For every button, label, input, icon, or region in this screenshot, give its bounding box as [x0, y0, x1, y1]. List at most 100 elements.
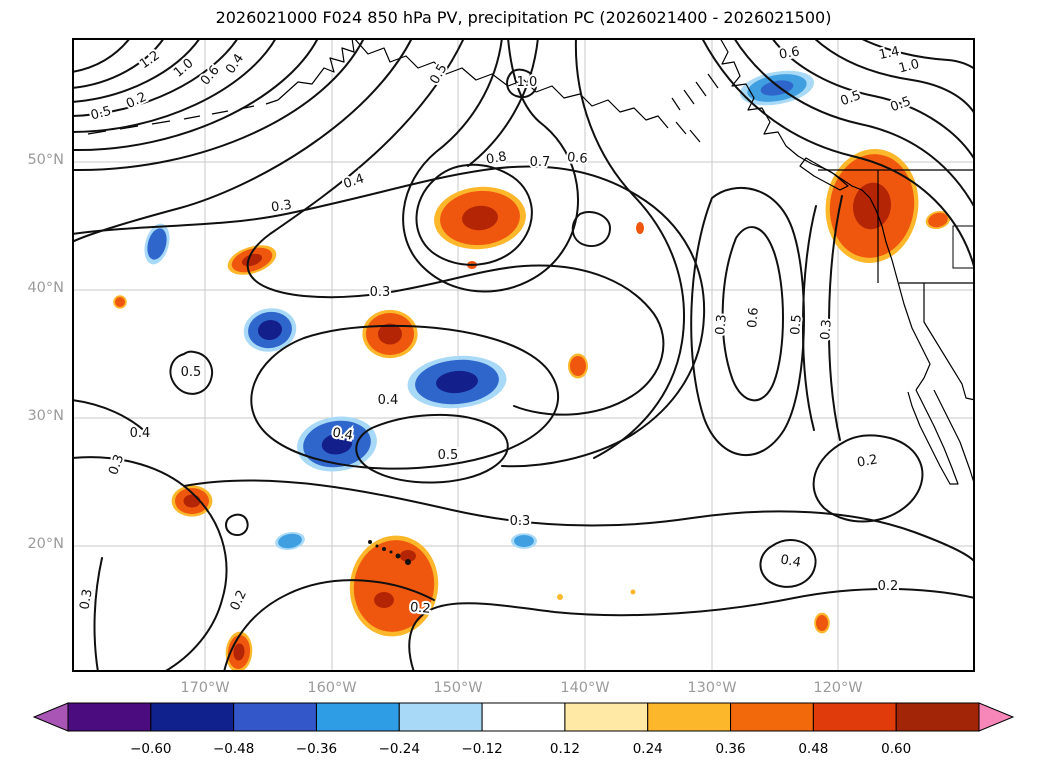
coastline — [719, 38, 813, 165]
contour-label: 0.3 — [77, 588, 95, 611]
colorbar-segment — [812, 702, 897, 732]
coastline — [811, 163, 931, 391]
contour-line — [721, 226, 784, 402]
contour-line — [771, 38, 975, 161]
colorbar-segment — [481, 702, 566, 732]
coastline — [151, 120, 171, 125]
contour-label: 0.6 — [745, 307, 762, 329]
shading-blob-orange — [570, 356, 586, 376]
coastline — [907, 389, 959, 485]
contour-label: 0.5 — [788, 314, 805, 336]
coastline — [689, 129, 701, 143]
coastline — [671, 97, 681, 111]
coastline — [183, 115, 201, 120]
contour-line — [183, 479, 975, 563]
contour-line — [225, 513, 249, 536]
contour-line — [574, 38, 685, 459]
map-plot: 1.2 1.0 0.6 0.40.50.20.30.40.5 1.00.8 0.7 0.60… — [72, 38, 975, 672]
contour-label: 0.6 — [778, 44, 801, 62]
contour-line — [223, 579, 435, 672]
contour-label: 0.3 — [818, 319, 835, 341]
contour-label: 0.5 — [438, 448, 459, 463]
colorbar-segment — [895, 702, 980, 732]
lon-tick-label: 160°W — [307, 680, 357, 696]
grid-lines — [72, 38, 975, 672]
contour-line — [813, 38, 975, 115]
pv-contours — [72, 38, 975, 672]
contour-label: 0.6 — [566, 150, 588, 167]
lat-tick-label: 30°N — [27, 408, 64, 424]
contour-label: 0.3 — [713, 314, 730, 336]
shading-blob-red — [462, 205, 498, 231]
colorbar-tick-label: −0.48 — [213, 741, 254, 757]
shading-blob-orange — [115, 297, 125, 307]
contour-line — [467, 38, 539, 167]
contour-line — [72, 38, 277, 133]
contour-line — [72, 38, 131, 73]
contour-label: 0.5 — [889, 94, 914, 115]
coastline — [265, 99, 279, 105]
colorbar-segment — [315, 702, 400, 732]
shading-blob-red — [183, 494, 201, 508]
colorbar-tick-label: −0.60 — [130, 741, 171, 757]
contour-line — [506, 68, 538, 98]
contour-line — [72, 38, 413, 243]
contour-label: 0.3 — [510, 514, 531, 529]
contour-line — [733, 38, 975, 209]
contour-line — [802, 205, 817, 431]
shading-blob-light_blue — [514, 535, 534, 547]
island — [405, 559, 411, 565]
shading-blob-orange — [816, 615, 828, 631]
contour-label: 0.5 — [427, 62, 450, 87]
shading-blob-orange — [636, 222, 644, 234]
contour-line — [72, 165, 706, 468]
contour-label: 1.0 — [517, 75, 538, 90]
coastline — [211, 110, 229, 115]
lon-tick-label: 150°W — [433, 680, 483, 696]
contour-label: 0.8 — [485, 149, 508, 167]
shading-blob-blue — [147, 228, 167, 260]
shading-blob-orange — [928, 212, 948, 228]
contour-line — [72, 38, 365, 172]
lat-tick-label: 50°N — [27, 152, 64, 168]
coastline — [933, 389, 975, 487]
coastline — [87, 130, 107, 135]
colorbar-segment — [564, 702, 649, 732]
shading-blob-red — [378, 323, 402, 345]
map-frame — [72, 38, 975, 672]
colorbar-tick-label: 0.12 — [550, 741, 580, 757]
colorbar-tick-label: 0.24 — [633, 741, 663, 757]
coastline — [923, 283, 975, 401]
lon-tick-label: 170°W — [180, 680, 230, 696]
coastline — [277, 38, 355, 101]
contour-line — [72, 38, 319, 152]
contour-line — [355, 413, 509, 484]
colorbar-segment — [233, 702, 317, 732]
colorbar-tick-label: 0.48 — [798, 741, 828, 757]
colorbar-arrow-left — [32, 702, 69, 732]
shading-blob-red — [233, 643, 245, 661]
contour-label: 0.6 — [198, 63, 223, 88]
contour-label: 0.4 — [342, 171, 366, 192]
coastline — [683, 89, 695, 105]
contour-line — [690, 186, 805, 457]
contour-line — [93, 557, 103, 672]
island — [368, 540, 372, 544]
island — [382, 547, 386, 551]
colorbar-segment — [730, 702, 814, 732]
contour-label: 1.4 — [878, 44, 901, 63]
contour-label: 0.2 — [409, 600, 431, 617]
colorbar-segment — [647, 702, 732, 732]
contour-label: 0.4 — [779, 552, 802, 570]
lat-tick-label: 40°N — [27, 280, 64, 296]
island — [389, 550, 393, 554]
contour-line — [169, 350, 213, 395]
colorbar-tick-label: 0.60 — [881, 741, 911, 757]
colorbar-tick-label: 0.36 — [716, 741, 746, 757]
contour-label: 0.2 — [228, 588, 250, 613]
contour-label: 0.7 — [530, 155, 551, 170]
shading-blob-gold — [630, 589, 636, 595]
contour-label: 0.3 — [106, 453, 127, 478]
contour-line — [72, 399, 151, 437]
shading-blob-red — [400, 550, 416, 562]
